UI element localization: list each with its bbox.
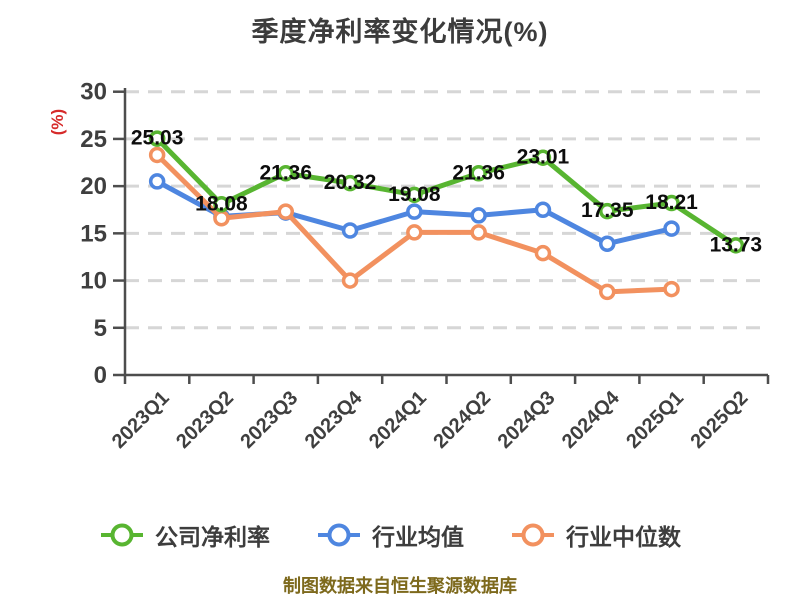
- data-point: [277, 203, 294, 220]
- x-tick-label: 2025Q1: [622, 387, 688, 453]
- data-point: [406, 203, 423, 220]
- x-tick-label: 2023Q2: [172, 387, 238, 453]
- data-point: [599, 283, 616, 301]
- y-tick-label: 0: [94, 362, 107, 389]
- x-tick-label: 2024Q1: [365, 387, 431, 453]
- data-point: [470, 224, 487, 241]
- data-point: [663, 280, 680, 298]
- x-tick-label: 2025Q2: [687, 387, 753, 453]
- data-point: [727, 237, 745, 254]
- y-tick-label: 5: [94, 315, 107, 342]
- x-tick-label: 2024Q3: [494, 387, 560, 453]
- data-point-label: 21.36: [259, 161, 312, 184]
- data-point: [341, 174, 359, 192]
- data-point: [148, 130, 166, 147]
- legend-label-industry-mean: 行业均值: [372, 524, 464, 550]
- series-company-net-margin: [148, 130, 745, 254]
- chart-legend: 公司净利率 行业均值 行业中位数: [0, 518, 780, 552]
- data-point: [277, 165, 294, 182]
- data-point: [599, 202, 616, 220]
- x-tick-label: 2023Q4: [301, 386, 368, 453]
- legend-label-industry-median: 行业中位数: [566, 524, 681, 550]
- legend-item-company-net-margin[interactable]: 公司净利率: [99, 518, 270, 552]
- y-tick-label: 20: [80, 173, 107, 200]
- data-point: [148, 146, 166, 164]
- legend-label-company-net-margin: 公司净利率: [155, 524, 270, 550]
- data-point: [534, 201, 552, 218]
- data-point: [406, 224, 423, 241]
- data-point: [534, 244, 552, 262]
- y-tick-label: 30: [80, 79, 107, 106]
- data-point-label: 17.35: [581, 199, 634, 222]
- data-labels: 25.03 18.08 21.36 20.32 19.08 21.36 23.01 17.35…: [131, 127, 762, 257]
- x-tick-label: 2024Q4: [558, 386, 625, 453]
- data-point: [663, 220, 680, 237]
- axes: 0 5 10 15 20 25 30: [80, 79, 770, 389]
- legend-item-industry-mean[interactable]: 行业均值: [316, 518, 464, 552]
- data-point: [470, 165, 487, 182]
- data-point: [341, 222, 359, 239]
- data-point-label: 21.36: [452, 161, 505, 184]
- legend-line-dot-icon: [512, 523, 554, 547]
- data-point: [599, 235, 616, 252]
- x-tick-label: 2024Q2: [429, 387, 495, 453]
- y-tick-label: 10: [80, 268, 107, 295]
- data-point-label: 19.08: [388, 183, 441, 206]
- data-point: [406, 186, 423, 204]
- data-point: [470, 207, 487, 224]
- legend-item-industry-median[interactable]: 行业中位数: [510, 518, 681, 552]
- data-point-label: 13.73: [710, 233, 763, 256]
- data-point: [534, 149, 552, 166]
- x-tick-labels: 2023Q12023Q22023Q32023Q42024Q12024Q22024…: [108, 386, 753, 453]
- legend-line-dot-icon: [318, 523, 360, 547]
- data-point: [663, 194, 680, 212]
- x-tick-label: 2023Q3: [236, 387, 302, 453]
- data-point: [341, 272, 359, 289]
- chart-title: 季度净利率变化情况(%): [251, 17, 549, 47]
- data-point: [148, 173, 166, 190]
- data-point: [213, 196, 230, 213]
- data-point-label: 18.21: [645, 191, 698, 214]
- x-tick-label: 2023Q1: [108, 387, 174, 453]
- data-source-note: 制图数据来自恒生聚源数据库: [283, 576, 517, 596]
- data-point-label: 20.32: [324, 171, 377, 194]
- series-industry-median: [148, 146, 680, 301]
- y-tick-label: 25: [80, 126, 107, 153]
- y-tick-label: 15: [80, 220, 107, 247]
- data-point-label: 23.01: [517, 146, 570, 169]
- data-point-label: 25.03: [131, 127, 184, 150]
- legend-line-dot-icon: [101, 523, 143, 547]
- data-point-label: 18.08: [195, 192, 248, 215]
